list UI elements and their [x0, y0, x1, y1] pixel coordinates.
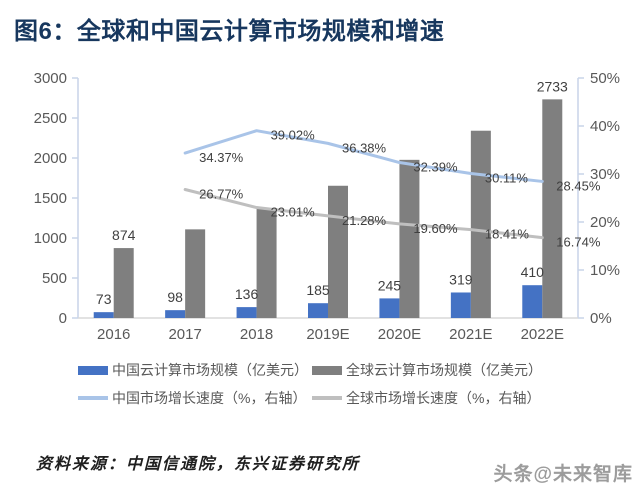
legend-label-china-cloud-market: 中国云计算市场规模（亿美元）	[112, 362, 308, 378]
bar-global-cloud-market-2016	[113, 248, 134, 318]
line-label-china-growth-rate-2021E: 30.11%	[485, 170, 529, 185]
line-label-global-growth-rate-2022E: 16.74%	[556, 235, 601, 250]
bar-label-global-cloud-market-2016: 874	[112, 227, 136, 243]
bar-china-cloud-market-2020E	[379, 298, 400, 318]
legend-item-global-growth-rate: 全球市场增长速度（%，右轴）	[312, 389, 540, 407]
bar-global-cloud-market-2019E	[328, 185, 348, 318]
line-label-global-growth-rate-2019E: 21.28%	[342, 213, 387, 228]
line-label-china-growth-rate-2022E: 28.45%	[556, 178, 601, 193]
right-axis-tick-label: 40%	[590, 118, 620, 135]
legend-label-global-cloud-market: 全球云计算市场规模（亿美元）	[346, 362, 542, 378]
legend-swatch-global-growth-icon	[312, 396, 342, 400]
source-note: 资料来源：中国信通院，东兴证券研究所	[36, 456, 361, 473]
line-label-global-growth-rate-2020E: 19.60%	[413, 221, 458, 236]
bar-global-cloud-market-2022E	[542, 99, 563, 318]
legend-item-global-cloud-market: 全球云计算市场规模（亿美元）	[312, 361, 542, 379]
bar-china-cloud-market-2016	[93, 312, 114, 318]
x-axis-label-2020E: 2020E	[378, 326, 421, 343]
line-global-growth-rate	[183, 188, 544, 240]
bar-label-china-cloud-market-2021E: 319	[449, 271, 473, 287]
line-label-global-growth-rate-2021E: 18.41%	[485, 227, 530, 242]
right-axis-tick-label: 20%	[590, 214, 620, 231]
bar-china-cloud-market-2018	[236, 307, 257, 318]
bar-global-cloud-market-2017	[185, 229, 206, 318]
left-axis-tick-label: 2000	[34, 150, 67, 167]
legend-label-global-growth-rate: 全球市场增长速度（%，右轴）	[346, 390, 541, 406]
bar-global-cloud-market-2021E	[470, 130, 491, 318]
figure-title: 图6：全球和中国云计算市场规模和增速	[14, 18, 445, 45]
line-label-global-growth-rate-2018: 23.01%	[271, 205, 316, 220]
bar-china-cloud-market-2021E	[450, 292, 471, 318]
legend-label-china-growth-rate: 中国市场增长速度（%，右轴）	[112, 390, 307, 406]
bar-global-cloud-market-2020E	[399, 159, 420, 318]
line-china-growth-rate	[183, 129, 544, 183]
line-label-china-growth-rate-2019E: 36.38%	[342, 140, 387, 155]
bar-label-global-cloud-market-2022E: 2733	[537, 78, 568, 94]
left-axis-tick-label: 2500	[34, 110, 67, 127]
right-axis-tick-label: 10%	[590, 262, 620, 279]
cloud-market-chart: 0 500 1000 1500 2000 2500 3000 0% 10% 20% 30% 40% 50…	[34, 70, 620, 343]
bar-china-cloud-market-2022E	[522, 285, 543, 318]
bar-label-china-cloud-market-2017: 98	[167, 289, 183, 305]
line-label-global-growth-rate-2017: 26.77%	[199, 187, 244, 202]
legend-swatch-china-market-icon	[78, 365, 108, 375]
left-axis-tick-label: 3000	[34, 70, 67, 87]
line-label-china-growth-rate-2020E: 32.39%	[413, 160, 458, 175]
left-axis-tick-label: 500	[42, 270, 67, 287]
x-axis-label-2019E: 2019E	[306, 326, 349, 343]
right-axis-tick-label: 50%	[590, 70, 620, 87]
bar-label-china-cloud-market-2020E: 245	[378, 277, 402, 293]
bar-china-cloud-market-2017	[165, 310, 186, 318]
x-axis-label-2022E: 2022E	[521, 326, 564, 343]
bar-china-cloud-market-2019E	[308, 303, 328, 318]
left-axis-tick-label: 1500	[34, 190, 67, 207]
bar-label-china-cloud-market-2022E: 410	[521, 264, 545, 280]
legend-item-china-cloud-market: 中国云计算市场规模（亿美元）	[78, 361, 308, 379]
bar-label-china-cloud-market-2016: 73	[96, 291, 112, 307]
watermark: 头条@未来智库	[493, 464, 633, 485]
right-axis-tick-label: 30%	[590, 166, 620, 183]
right-axis-tick-label: 0%	[590, 310, 612, 327]
legend-swatch-global-market-icon	[312, 365, 342, 375]
left-axis-tick-label: 1000	[34, 230, 67, 247]
x-axis-label-2016: 2016	[97, 326, 130, 343]
bar-label-china-cloud-market-2018: 136	[235, 286, 259, 302]
left-axis-tick-label: 0	[59, 310, 67, 327]
bar-label-china-cloud-market-2019E: 185	[306, 282, 330, 298]
legend-item-china-growth-rate: 中国市场增长速度（%，右轴）	[78, 389, 306, 407]
legend-swatch-china-growth-icon	[78, 396, 108, 400]
x-axis-label-2017: 2017	[168, 326, 201, 343]
bar-global-cloud-market-2018	[256, 208, 277, 318]
line-label-china-growth-rate-2017: 34.37%	[199, 150, 244, 165]
x-axis-label-2021E: 2021E	[449, 326, 492, 343]
line-label-china-growth-rate-2018: 39.02%	[271, 128, 316, 143]
x-axis-label-2018: 2018	[240, 326, 273, 343]
